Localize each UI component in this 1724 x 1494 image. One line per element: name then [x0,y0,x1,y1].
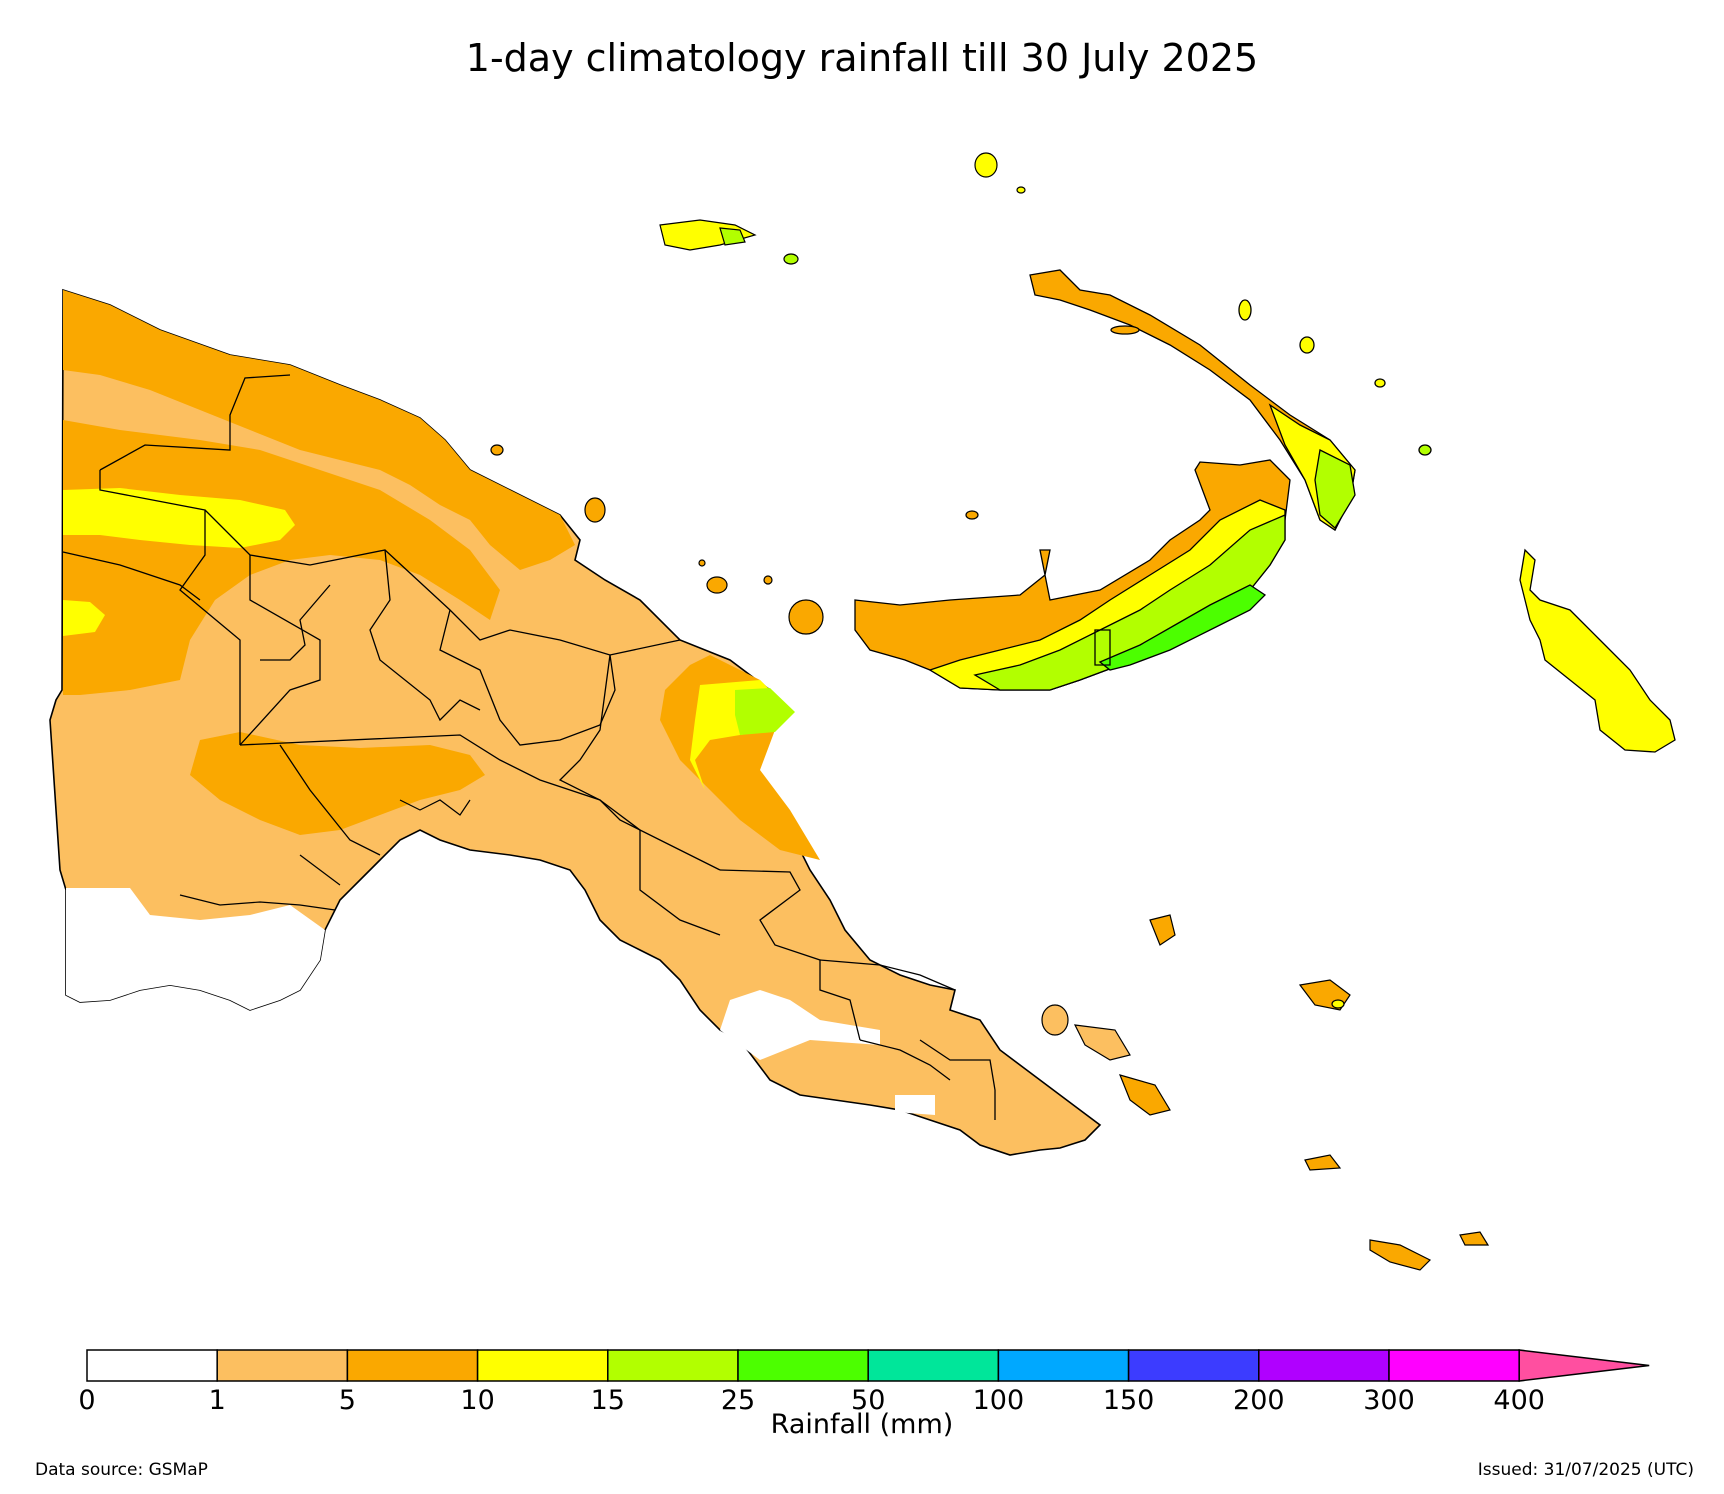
province-boundaries [62,374,996,1120]
southeast-dry-patch-2 [895,1095,935,1115]
colorbar-segment [1127,1349,1260,1382]
bougainville [1519,548,1676,753]
mainland [49,288,1102,1156]
colorbar-segment [1388,1349,1520,1382]
colorbar-tick-label: 5 [339,1385,356,1416]
west-yellow-10-15 [63,488,295,548]
colorbar-tick-label: 15 [591,1385,625,1416]
colorbar-tick-label: 25 [721,1385,755,1416]
southeast-dry-patch [720,990,880,1060]
manus-islands [659,152,1026,265]
data-source: Data source: GSMaP [35,1460,208,1480]
colorbar-segment [346,1349,479,1382]
colorbar-segments [86,1349,1520,1382]
colorbar-segment [607,1349,739,1382]
new-ireland [1029,269,1432,531]
colorbar: 0 1 5 10 15 25 50 100 150 200 300 400 [78,1349,1650,1416]
west-yellow-10-15-b [63,600,105,636]
rivers [179,799,471,911]
colorbar-tick-label: 50 [851,1385,885,1416]
colorbar-extend-arrow [1518,1349,1650,1382]
colorbar-tick-label: 150 [1103,1385,1155,1416]
colorbar-tick-label: 300 [1363,1385,1415,1416]
new-britain [854,459,1291,691]
south-central-5-10 [190,732,485,835]
colorbar-label: Rainfall (mm) [770,1409,954,1440]
colorbar-tick-label: 10 [460,1385,494,1416]
east-tip-green [735,688,795,735]
colorbar-tick-label: 0 [78,1385,95,1416]
colorbar-segment [216,1349,349,1382]
southwest-dry-zone [66,888,325,1010]
mainland-base [49,288,1102,1156]
colorbar-tick-label: 200 [1233,1385,1285,1416]
colorbar-segment [737,1349,869,1382]
issued-date: Issued: 31/07/2025 (UTC) [1477,1460,1694,1480]
map-title: 1-day climatology rainfall till 30 July … [465,36,1259,80]
colorbar-tick-label: 400 [1493,1385,1545,1416]
colorbar-segment [476,1349,609,1382]
colorbar-segment [867,1349,1000,1382]
north-islands [490,444,979,635]
colorbar-tick-label: 1 [209,1385,226,1416]
colorbar-segment [1258,1349,1390,1382]
west-band-5-10 [63,420,500,695]
north-band-5-10 [63,290,575,570]
southeast-islands [1041,914,1490,1271]
colorbar-ticks: 0 1 5 10 15 25 50 100 150 200 300 400 [78,1385,1545,1416]
colorbar-segment [997,1349,1130,1382]
colorbar-tick-label: 100 [973,1385,1025,1416]
colorbar-segment [86,1349,218,1382]
